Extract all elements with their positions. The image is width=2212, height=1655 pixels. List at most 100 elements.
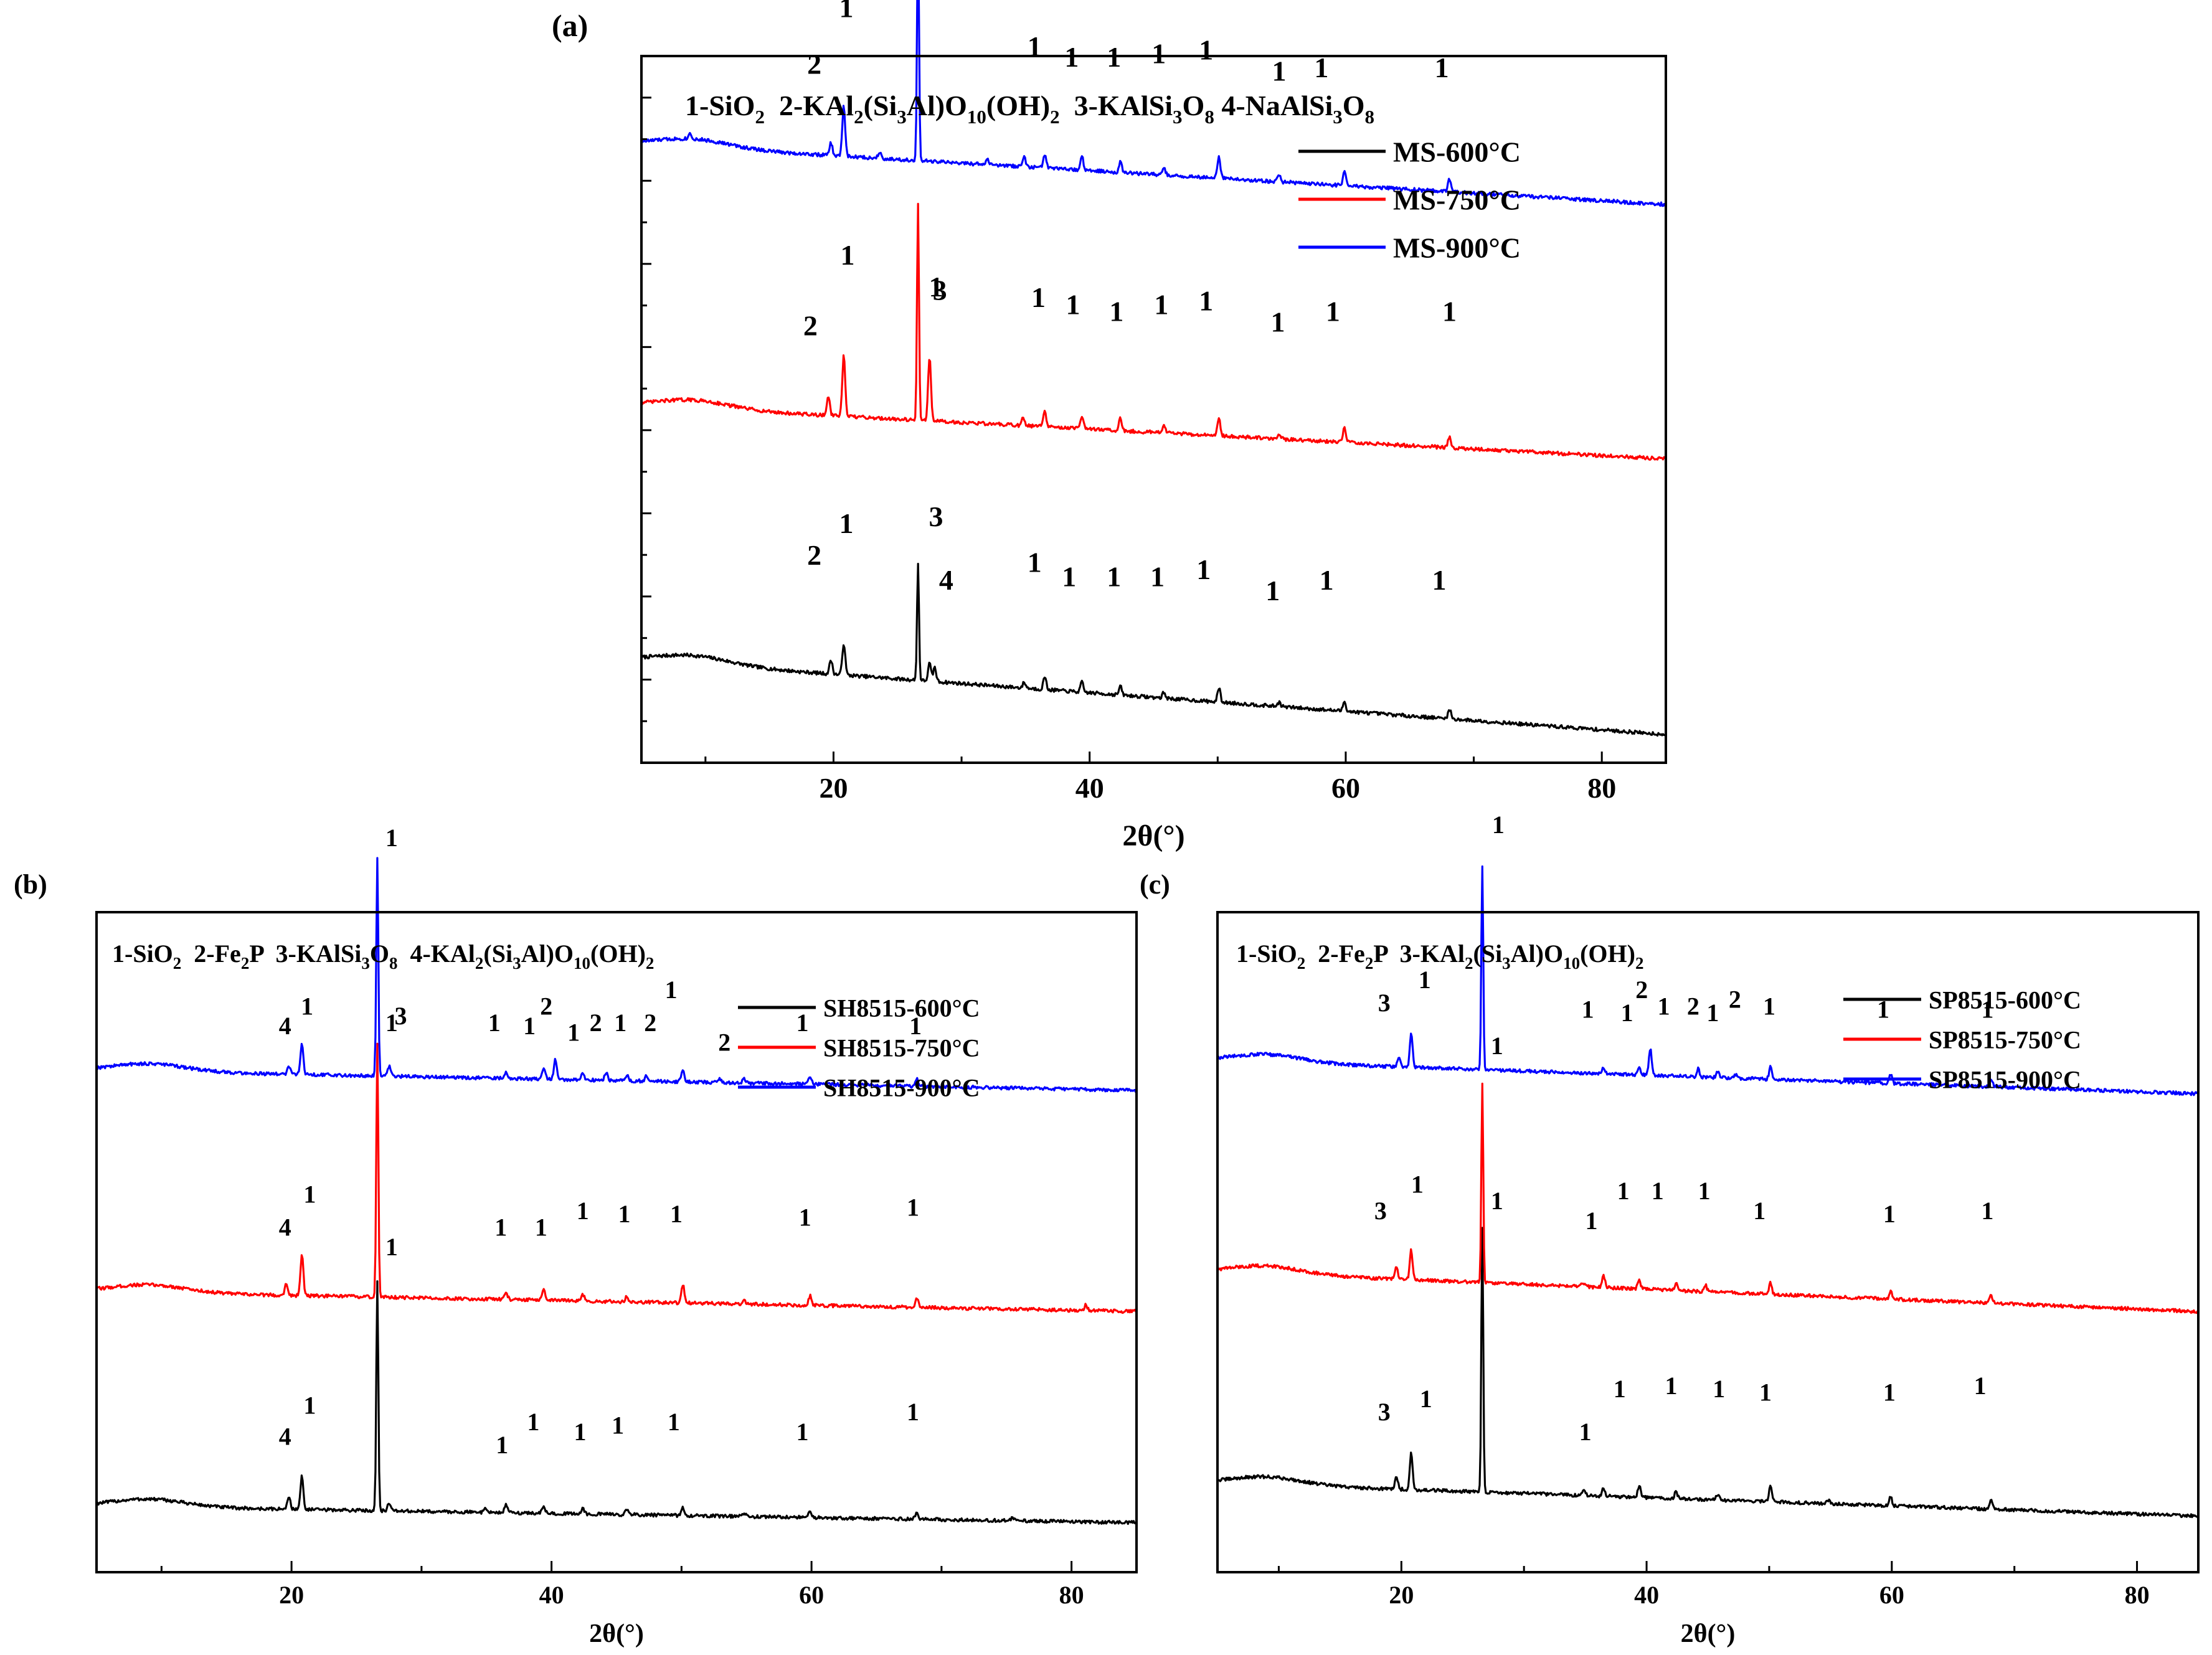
peak-label: 1 [1877, 996, 1889, 1024]
peak-label: 1 [1265, 575, 1280, 606]
phase-key: 1-SiO2 2-Fe2P 3-KAlSi3O8 4-KAl2(Si3Al)O1… [112, 940, 654, 973]
peak-label: 1 [1981, 996, 1993, 1024]
peak-label: 1 [907, 1194, 919, 1222]
peak-label: 1 [1432, 564, 1447, 596]
peak-label: 3 [1378, 1398, 1391, 1426]
peak-label: 1 [577, 1197, 589, 1225]
peak-label: 1 [1028, 547, 1042, 578]
peak-label: 1 [665, 976, 678, 1004]
peak-label: 1 [612, 1411, 624, 1439]
peak-label: 1 [1698, 1177, 1711, 1205]
x-tick-label: 20 [819, 772, 848, 804]
panel-a: (a)2113411111111211311111111211111111112… [552, 0, 1667, 852]
peak-label: 1 [1320, 564, 1334, 596]
peak-label: 1 [1411, 1171, 1424, 1199]
peak-label: 2 [807, 48, 821, 80]
peak-label: 1 [1154, 288, 1168, 320]
peak-label: 1 [1028, 31, 1042, 62]
x-tick-label: 40 [1075, 772, 1104, 804]
peak-label: 1 [668, 1408, 680, 1436]
peak-label: 1 [303, 1180, 316, 1208]
series-line-1 [1216, 1227, 2199, 1519]
x-tick-label: 60 [1331, 772, 1360, 804]
peak-label: 2 [540, 992, 552, 1020]
peak-label: 1 [1491, 1187, 1503, 1215]
peak-label: 1 [303, 1392, 316, 1420]
peak-label: 1 [1763, 992, 1775, 1020]
peak-label: 1 [1883, 1200, 1896, 1228]
peak-label: 1 [1652, 1177, 1664, 1205]
series-line-2 [95, 1042, 1138, 1314]
peak-label: 1 [1658, 992, 1670, 1020]
peak-label: 1 [535, 1213, 547, 1241]
x-tick-label: 60 [1879, 1581, 1904, 1609]
peak-label: 1 [1419, 966, 1431, 994]
series-line-1 [640, 562, 1667, 737]
phase-key: 1-SiO2 2-Fe2P 3-KAl2(Si3Al)O10(OH)2 [1236, 940, 1643, 973]
peak-label: 1 [1713, 1375, 1725, 1403]
peak-label: 1 [1981, 1197, 1993, 1225]
legend-entry: SH8515-750°C [823, 1034, 980, 1062]
peak-label: 3 [1378, 989, 1391, 1017]
peak-label: 1 [1199, 285, 1213, 317]
peak-label: 2 [718, 1029, 730, 1057]
peak-label: 2 [1729, 986, 1741, 1014]
panel-label: (c) [1140, 869, 1170, 900]
peak-label: 1 [670, 1200, 683, 1228]
x-axis-label: 2θ(°) [1681, 1620, 1736, 1648]
peak-label: 1 [796, 1009, 809, 1037]
peak-label: 1 [1665, 1372, 1677, 1400]
x-tick-label: 80 [2125, 1581, 2150, 1609]
peak-label: 1 [618, 1200, 631, 1228]
legend-entry: SH8515-900°C [823, 1073, 980, 1101]
series-line-1 [95, 1280, 1138, 1525]
plot-frame [1216, 911, 2200, 1573]
peak-label: 1 [1435, 52, 1449, 83]
legend-entry: SP8515-750°C [1929, 1026, 2081, 1054]
x-tick-label: 20 [279, 1581, 304, 1609]
legend-entry: MS-900°C [1393, 232, 1521, 264]
peak-label: 1 [1491, 1032, 1503, 1060]
x-axis-label: 2θ(°) [589, 1620, 644, 1648]
peak-label: 1 [1621, 999, 1633, 1027]
peak-label: 1 [1614, 1375, 1626, 1403]
peak-label: 1 [1492, 811, 1505, 839]
legend-entry: SP8515-900°C [1929, 1065, 2081, 1093]
peak-label: 1 [907, 1398, 919, 1426]
peak-label: 1 [523, 1012, 536, 1040]
peak-label: 1 [1442, 296, 1457, 328]
peak-label: 1 [567, 1019, 580, 1047]
panel-label: (b) [14, 869, 47, 900]
peak-label: 1 [839, 507, 854, 539]
peak-label: 3 [394, 1002, 407, 1030]
peak-label: 1 [1617, 1177, 1630, 1205]
peak-label: 1 [1974, 1372, 1987, 1400]
peak-label: 2 [1635, 976, 1648, 1004]
peak-label: 1 [909, 1012, 922, 1040]
x-axis-label: 2θ(°) [1122, 819, 1184, 852]
peak-label: 1 [574, 1418, 587, 1446]
peak-label: 1 [385, 1009, 398, 1037]
peak-label: 1 [1196, 554, 1211, 585]
peak-label: 1 [488, 1009, 501, 1037]
peak-label: 1 [1107, 560, 1121, 592]
peak-label: 1 [1062, 560, 1076, 592]
peak-label: 1 [385, 824, 398, 852]
peak-label: 3 [933, 275, 947, 306]
legend-entry: MS-750°C [1393, 184, 1521, 216]
x-tick-label: 60 [799, 1581, 824, 1609]
peak-label: 2 [1687, 992, 1699, 1020]
peak-label: 1 [1199, 34, 1213, 66]
peak-label: 1 [1326, 296, 1340, 328]
peak-label: 1 [1109, 296, 1123, 328]
peak-label: 1 [614, 1009, 626, 1037]
x-tick-label: 20 [1389, 1581, 1414, 1609]
peak-label: 1 [1272, 55, 1287, 87]
x-tick-label: 40 [539, 1581, 564, 1609]
peak-label: 1 [1579, 1418, 1592, 1446]
peak-label: 1 [496, 1431, 508, 1459]
peak-label: 1 [839, 0, 854, 24]
peak-label: 2 [803, 309, 818, 341]
peak-label: 1 [385, 1233, 398, 1261]
